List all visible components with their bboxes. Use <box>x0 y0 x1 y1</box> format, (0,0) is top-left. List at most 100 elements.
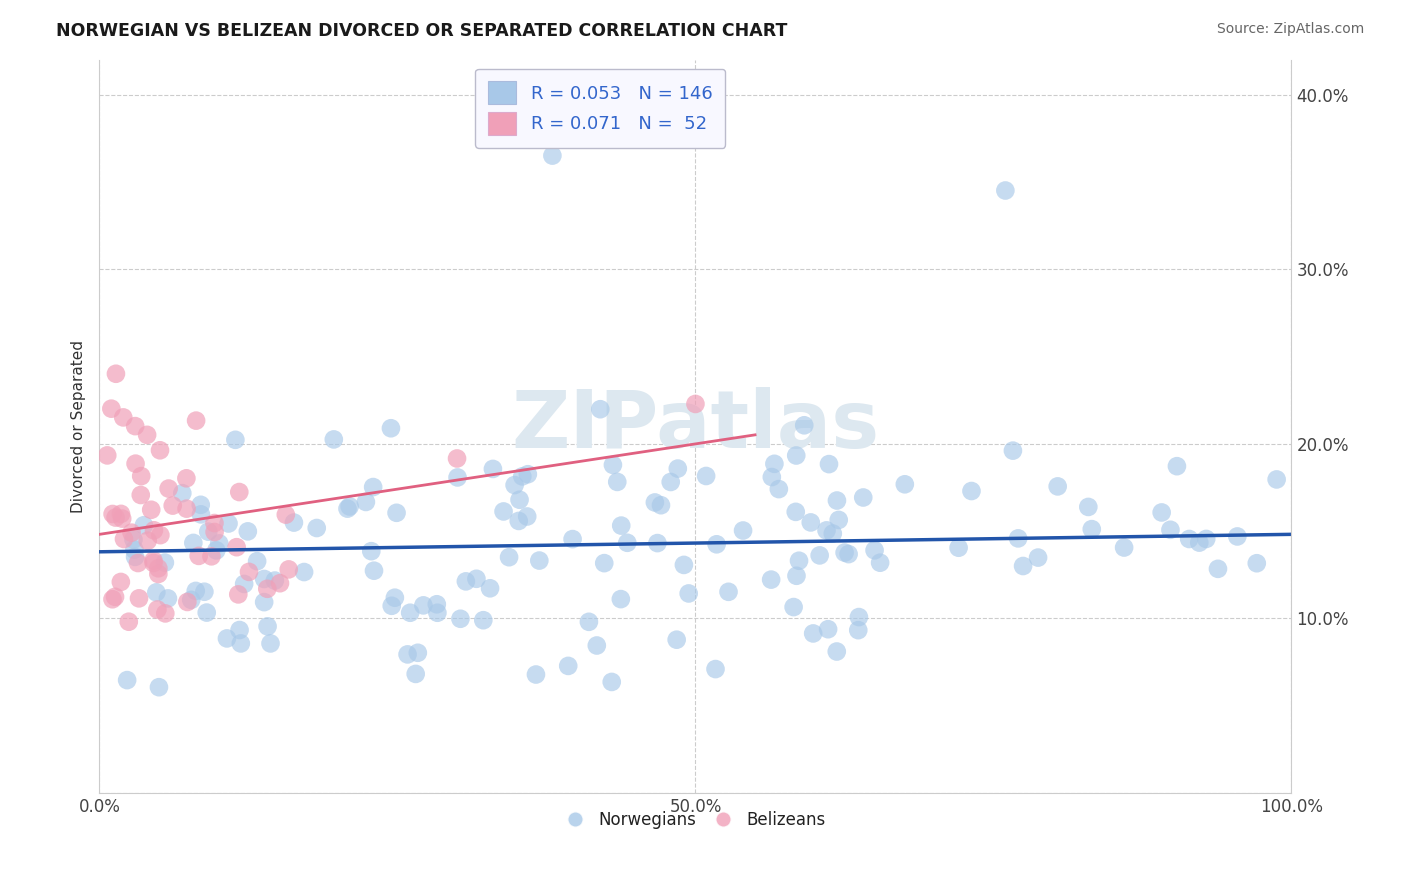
Point <box>190 498 212 512</box>
Point <box>763 457 786 471</box>
Point <box>825 644 848 658</box>
Point <box>561 532 583 546</box>
Point <box>602 458 624 472</box>
Point <box>759 573 782 587</box>
Point <box>834 545 856 559</box>
Point <box>129 488 152 502</box>
Point <box>184 583 207 598</box>
Point <box>815 524 838 538</box>
Point <box>145 585 167 599</box>
Point <box>482 462 505 476</box>
Point <box>768 482 790 496</box>
Point <box>704 662 727 676</box>
Point <box>706 537 728 551</box>
Point <box>848 610 870 624</box>
Point <box>238 565 260 579</box>
Point <box>516 509 538 524</box>
Point <box>529 553 551 567</box>
Point <box>148 680 170 694</box>
Point <box>479 582 502 596</box>
Point <box>215 632 238 646</box>
Point <box>846 623 869 637</box>
Point <box>516 467 538 482</box>
Point <box>785 449 807 463</box>
Point <box>115 673 138 687</box>
Point <box>111 511 134 525</box>
Point <box>124 457 146 471</box>
Point <box>405 667 427 681</box>
Point <box>141 502 163 516</box>
Point <box>101 507 124 521</box>
Point <box>122 533 145 547</box>
Point <box>148 561 170 575</box>
Point <box>110 507 132 521</box>
Point <box>454 574 477 589</box>
Point <box>396 648 419 662</box>
Point <box>283 516 305 530</box>
Text: NORWEGIAN VS BELIZEAN DIVORCED OR SEPARATED CORRELATION CHART: NORWEGIAN VS BELIZEAN DIVORCED OR SEPARA… <box>56 22 787 40</box>
Point <box>818 457 841 471</box>
Point <box>384 591 406 605</box>
Point <box>380 421 402 435</box>
Point <box>129 469 152 483</box>
Point <box>336 501 359 516</box>
Point <box>852 491 875 505</box>
Point <box>785 568 807 582</box>
Y-axis label: Divorced or Separated: Divorced or Separated <box>72 340 86 513</box>
Point <box>948 541 970 555</box>
Point <box>259 636 281 650</box>
Point <box>610 592 633 607</box>
Point <box>226 587 249 601</box>
Point <box>503 478 526 492</box>
Point <box>236 524 259 539</box>
Point <box>659 475 682 489</box>
Point <box>124 419 146 434</box>
Point <box>136 533 159 548</box>
Point <box>128 591 150 606</box>
Point <box>190 508 212 522</box>
Point <box>1206 562 1229 576</box>
Point <box>589 402 612 417</box>
Point <box>162 499 184 513</box>
Point <box>101 592 124 607</box>
Point <box>104 367 127 381</box>
Point <box>153 556 176 570</box>
Legend: Norwegians, Belizeans: Norwegians, Belizeans <box>558 805 832 836</box>
Point <box>821 526 844 541</box>
Point <box>197 524 219 539</box>
Text: ZIPatlas: ZIPatlas <box>512 387 880 465</box>
Point <box>148 566 170 581</box>
Point <box>229 636 252 650</box>
Point <box>361 480 384 494</box>
Point <box>146 602 169 616</box>
Point <box>508 514 530 528</box>
Point <box>124 549 146 564</box>
Point <box>541 148 564 162</box>
Point <box>195 606 218 620</box>
Point <box>124 542 146 557</box>
Point <box>100 401 122 416</box>
Point <box>157 482 180 496</box>
Point <box>817 622 839 636</box>
Point <box>666 461 689 475</box>
Point <box>354 495 377 509</box>
Point <box>1007 532 1029 546</box>
Point <box>825 493 848 508</box>
Point <box>399 606 422 620</box>
Point <box>838 547 860 561</box>
Point <box>731 524 754 538</box>
Point <box>96 449 118 463</box>
Point <box>678 586 700 600</box>
Point <box>127 556 149 570</box>
Point <box>176 501 198 516</box>
Point <box>132 518 155 533</box>
Point <box>509 492 531 507</box>
Point <box>1178 532 1201 546</box>
Point <box>253 572 276 586</box>
Point <box>184 414 207 428</box>
Point <box>593 556 616 570</box>
Point <box>385 506 408 520</box>
Point <box>785 505 807 519</box>
Point <box>277 562 299 576</box>
Point <box>200 549 222 564</box>
